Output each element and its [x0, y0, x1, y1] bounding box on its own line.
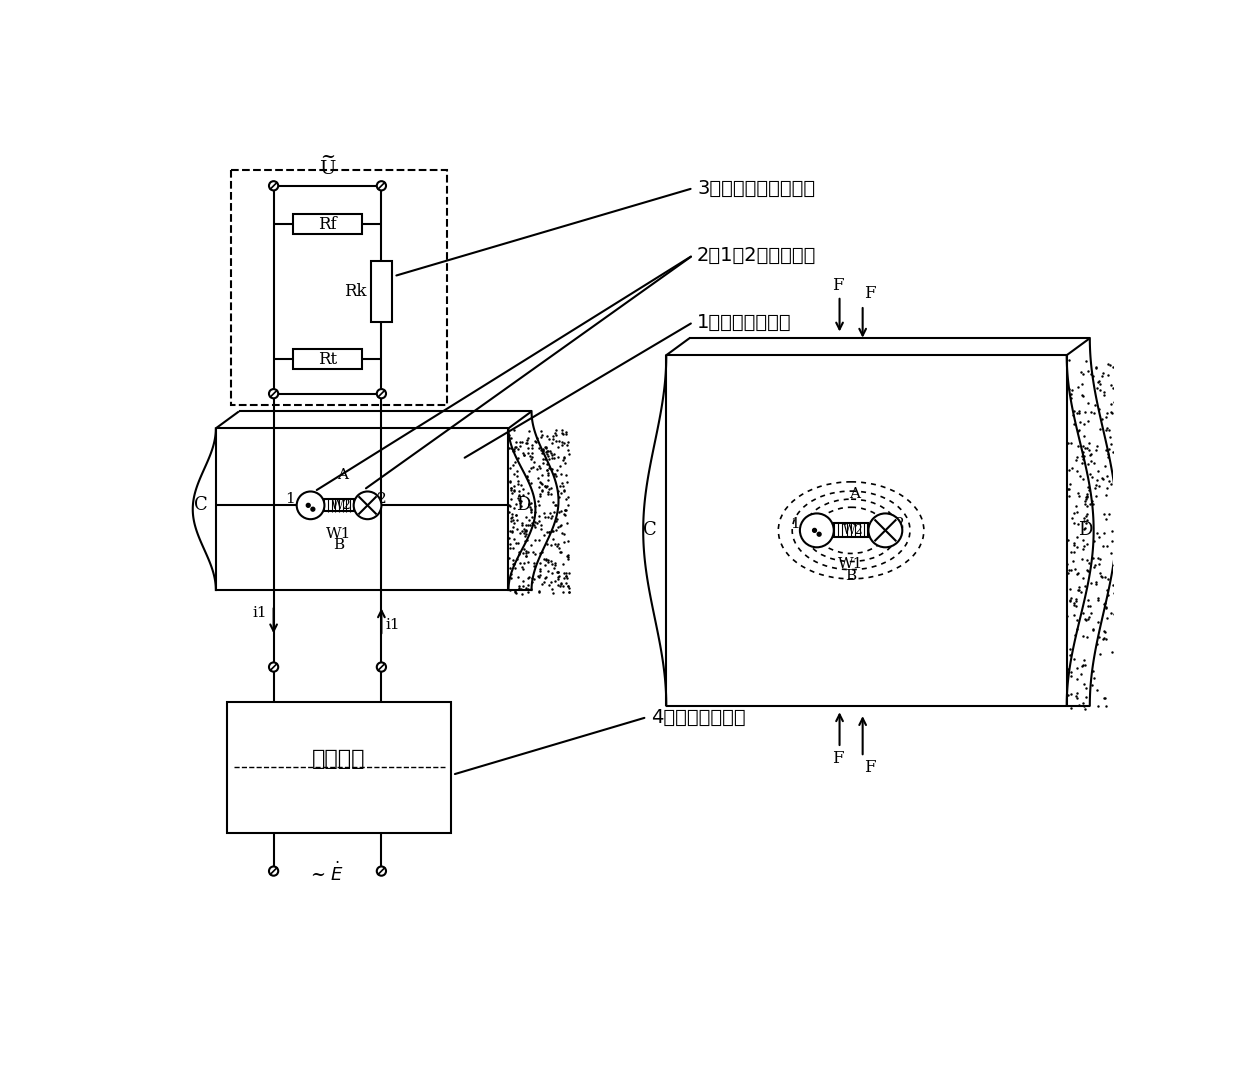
Text: 2、1，2次孔位绕组: 2、1，2次孔位绕组: [697, 245, 816, 265]
Circle shape: [269, 866, 278, 876]
Circle shape: [800, 513, 833, 547]
Circle shape: [311, 507, 315, 511]
Circle shape: [306, 504, 310, 507]
Bar: [227, 702, 450, 832]
Text: 1: 1: [285, 492, 295, 506]
Circle shape: [868, 513, 903, 547]
Text: A: A: [849, 488, 861, 501]
Circle shape: [812, 528, 816, 532]
Circle shape: [377, 866, 386, 876]
Text: U: U: [320, 160, 336, 178]
Bar: [325, 499, 353, 511]
Circle shape: [269, 663, 278, 671]
Text: W2: W2: [843, 524, 864, 537]
Text: 3、阻抗匹配输出回路: 3、阻抗匹配输出回路: [697, 178, 815, 197]
Text: D: D: [516, 496, 531, 514]
Text: D: D: [1079, 522, 1092, 539]
Text: Rt: Rt: [317, 351, 337, 367]
Bar: [371, 260, 392, 322]
Text: C: C: [195, 496, 208, 514]
Text: 1: 1: [790, 517, 800, 531]
Bar: [833, 524, 868, 538]
Text: 4、励磁电源装置: 4、励磁电源装置: [651, 707, 745, 727]
Circle shape: [296, 492, 325, 520]
Text: ~: ~: [320, 148, 335, 166]
Text: W1: W1: [326, 527, 352, 541]
Text: 历磁电源: 历磁电源: [312, 749, 366, 769]
Text: B: B: [846, 569, 857, 583]
Text: A: A: [337, 468, 348, 482]
Text: 2: 2: [894, 517, 904, 531]
Text: F: F: [864, 759, 875, 776]
Text: C: C: [644, 522, 657, 539]
Circle shape: [377, 181, 386, 190]
Text: F: F: [864, 285, 875, 302]
Text: W1: W1: [838, 557, 864, 571]
Circle shape: [377, 389, 386, 398]
Bar: [293, 349, 362, 369]
Bar: [231, 171, 446, 405]
Circle shape: [377, 663, 386, 671]
Circle shape: [353, 492, 382, 520]
Text: 2: 2: [377, 492, 387, 506]
Text: F: F: [832, 750, 844, 767]
Text: Rk: Rk: [345, 283, 367, 300]
Text: ~ $\dot{E}$: ~ $\dot{E}$: [310, 862, 345, 885]
Text: i1: i1: [386, 618, 399, 632]
Bar: [293, 214, 362, 235]
Circle shape: [269, 389, 278, 398]
Text: 1、传感器压磁体: 1、传感器压磁体: [697, 313, 791, 332]
Text: i1: i1: [253, 606, 268, 620]
Circle shape: [817, 532, 821, 536]
Text: Rf: Rf: [319, 216, 337, 233]
Text: B: B: [334, 538, 345, 552]
Text: W2: W2: [331, 499, 352, 512]
Circle shape: [269, 181, 278, 190]
Text: F: F: [832, 276, 844, 293]
